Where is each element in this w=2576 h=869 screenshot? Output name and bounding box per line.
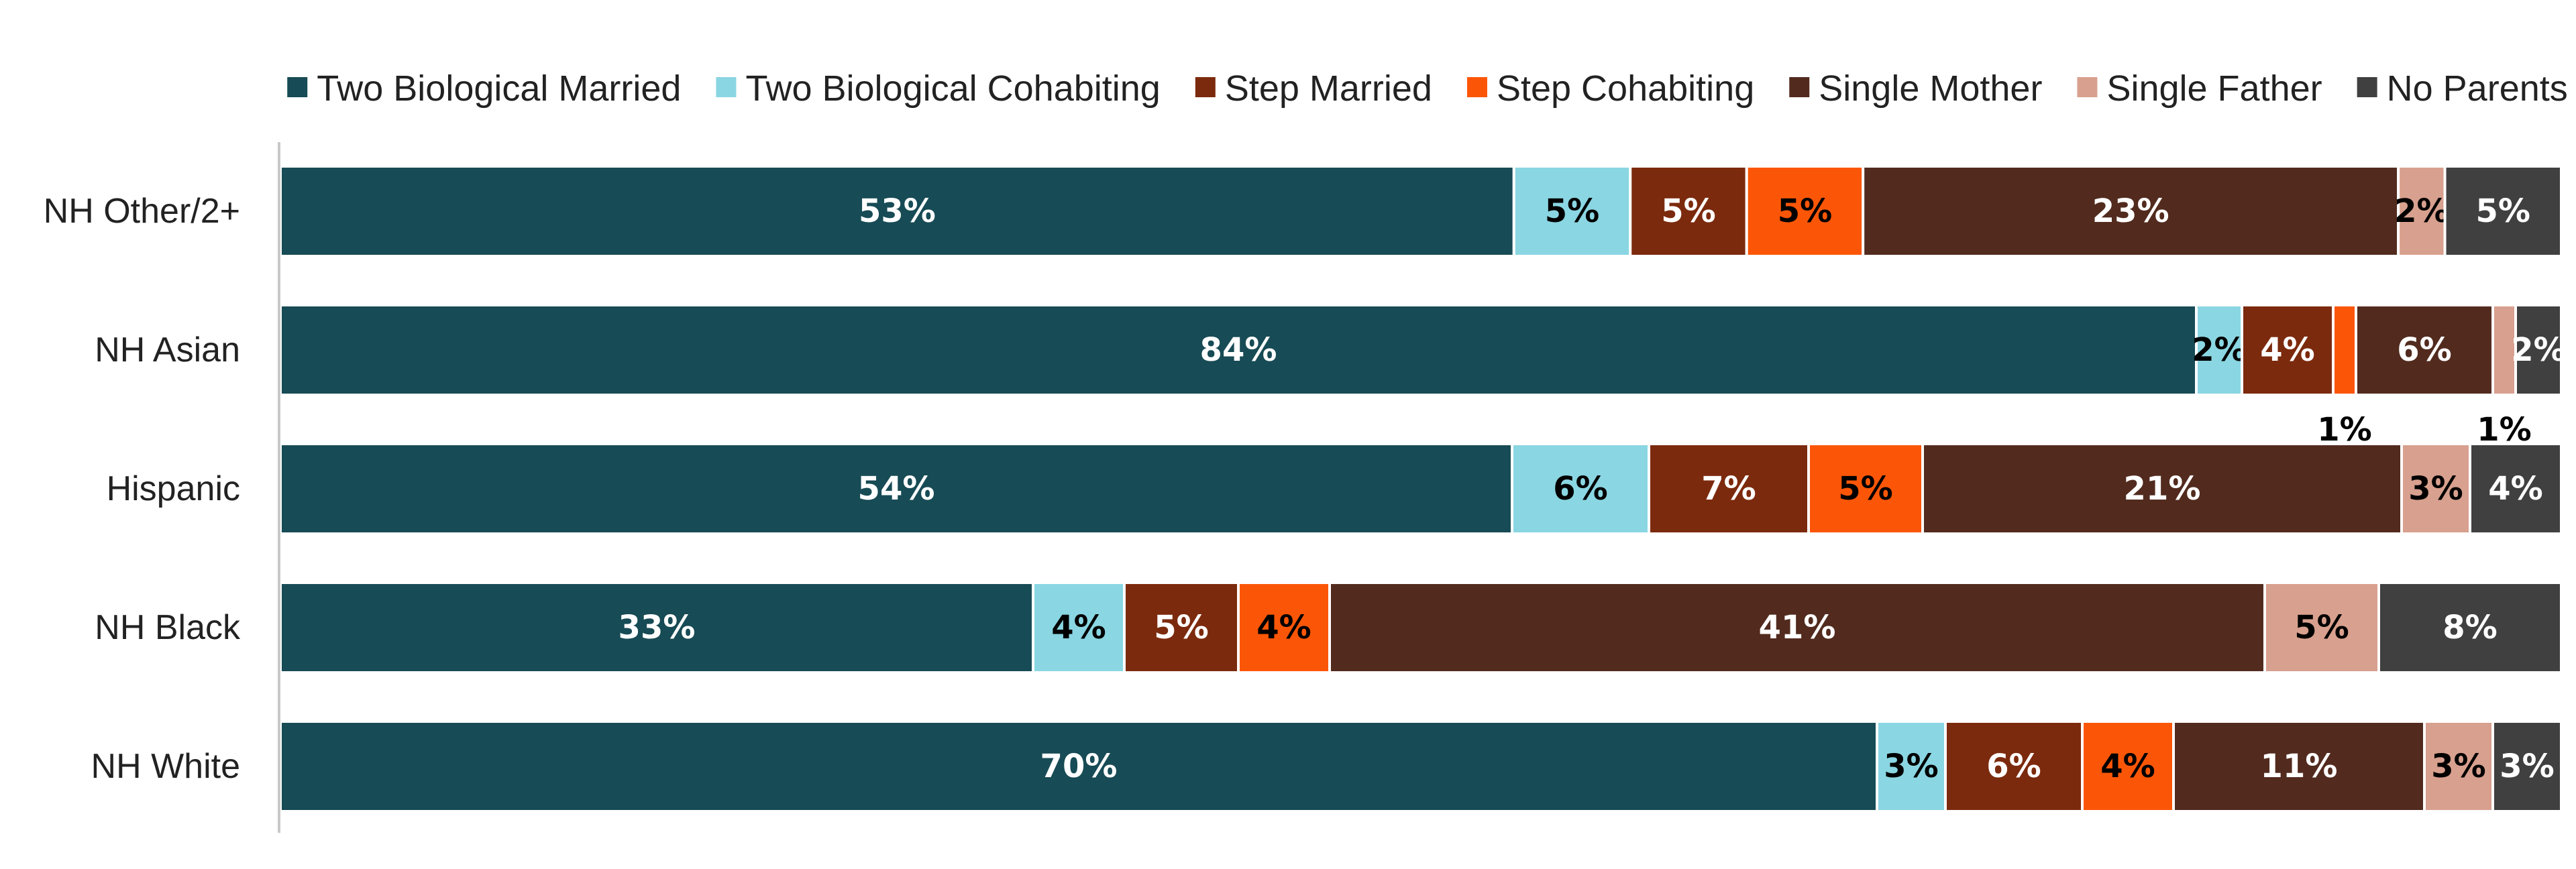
data-label: 2% [2394,192,2449,230]
bar-segment [2377,581,2563,674]
legend-swatch [716,77,737,97]
data-label: 4% [2260,331,2315,369]
data-label: 4% [2100,748,2155,785]
category-labels: NH Other/2+ NH Asian Hispanic NH Black NH Wh… [44,192,241,786]
bar-row: 70% 3% 6% 4% 11% 3% 3% [279,720,2563,813]
bar-segment [1237,581,1331,674]
data-label: 7% [1701,470,1756,508]
data-label: 23% [2092,192,2169,230]
data-label: 4% [1051,609,1106,646]
data-label: 54% [858,470,935,508]
category-label: Hispanic [107,469,240,508]
data-label: 5% [2476,192,2531,230]
legend-label: Two Biological Married [317,68,681,109]
legend-item: Step Cohabiting [1466,68,1754,109]
bar-segment [1944,720,2084,813]
bar-segment [1862,165,2400,257]
bar-segment [1807,443,1924,535]
data-label: 84% [1200,331,1277,369]
legend-item: Two Biological Cohabiting [716,68,1161,109]
data-label: 4% [2488,470,2543,508]
legend-label: No Parents [2387,68,2568,109]
legend-item: Single Father [2077,68,2322,109]
data-label: 5% [1838,470,1893,508]
bar-segment [2263,581,2380,674]
data-label: 6% [2397,331,2452,369]
bar-row: 84% 2% 4% 1% 6% 1% 2% [279,304,2566,449]
bar-segment [279,720,1878,813]
data-label: 5% [1154,609,1209,646]
data-label: 6% [1986,748,2041,785]
legend-item: Step Married [1195,68,1432,109]
legend-swatch [2077,77,2098,97]
legend-item: Two Biological Married [287,68,681,109]
bar-segment [2172,720,2426,813]
data-label: 6% [1553,470,1608,508]
bar-segment [2241,304,2334,396]
bar-segment [1123,581,1240,674]
bar-segment [279,165,1515,257]
legend-label: Two Biological Cohabiting [745,68,1160,109]
data-label: 70% [1040,748,1118,785]
legend-item: Single Mother [1789,68,2042,109]
data-label: 8% [2443,609,2498,646]
bar-segment [2355,304,2494,396]
legend-swatch [1789,77,1810,97]
category-label: NH Asian [95,331,240,369]
data-label: 53% [859,192,936,230]
category-label: NH Other/2+ [44,192,240,231]
data-label: 3% [2408,470,2463,508]
data-label: 4% [1256,609,1311,646]
legend-item: No Parents [2357,68,2568,109]
data-label: 5% [1661,192,1716,230]
bar-segment [2423,720,2494,813]
legend-label: Step Married [1225,68,1432,109]
data-label: 5% [1545,192,1600,230]
category-label: NH Black [95,608,241,647]
bar-segment [2195,304,2243,396]
bar-row: 54% 6% 7% 5% 21% 3% 4% [279,443,2563,535]
legend-label: Step Cohabiting [1497,68,1754,109]
data-label: 2% [2192,331,2247,369]
bar-segment [279,443,1513,535]
bar-segment [279,581,1034,674]
bar-segment [2081,720,2175,813]
data-label: 3% [2500,748,2555,785]
data-label: 1% [2477,411,2532,449]
data-label: 41% [1759,609,1836,646]
bar-segment [2397,165,2447,257]
bar-segment [2491,304,2517,396]
bar-segment [1921,443,2403,535]
legend-swatch [287,77,308,97]
bar-segment [2443,165,2563,257]
bar-segment [1876,720,1947,813]
bar-segment [2469,443,2563,535]
bar-row: 53% 5% 5% 5% 23% 2% 5% [279,165,2563,257]
bar-segment [1512,165,1632,257]
data-label: 5% [1778,192,1833,230]
data-label: 5% [2294,609,2349,646]
data-label: 33% [619,609,696,646]
bar-segment [1629,165,1748,257]
bar-segment [2332,304,2357,396]
bars: 53% 5% 5% 5% 23% 2% 5% 84% 2% 4% 1% 6% 1% 2% 54% 6% 7% 5%… [279,165,2566,813]
legend: Two Biological Married Two Biological Coh… [287,68,2568,109]
legend-label: Single Mother [1819,68,2042,109]
legend-swatch [2357,77,2377,97]
legend-label: Single Father [2106,68,2322,109]
bar-row: 33% 4% 5% 4% 41% 5% 8% [279,581,2563,674]
data-label: 2% [2511,331,2566,369]
legend-swatch [1466,77,1487,97]
data-label: 21% [2124,470,2201,508]
data-label: 1% [2317,411,2372,449]
category-label: NH White [91,747,240,786]
bar-segment [2514,304,2563,396]
legend-swatch [1195,77,1216,97]
data-label: 3% [2431,748,2486,785]
bar-segment [2491,720,2563,813]
data-label: 11% [2261,748,2338,785]
data-label: 3% [1884,748,1939,785]
